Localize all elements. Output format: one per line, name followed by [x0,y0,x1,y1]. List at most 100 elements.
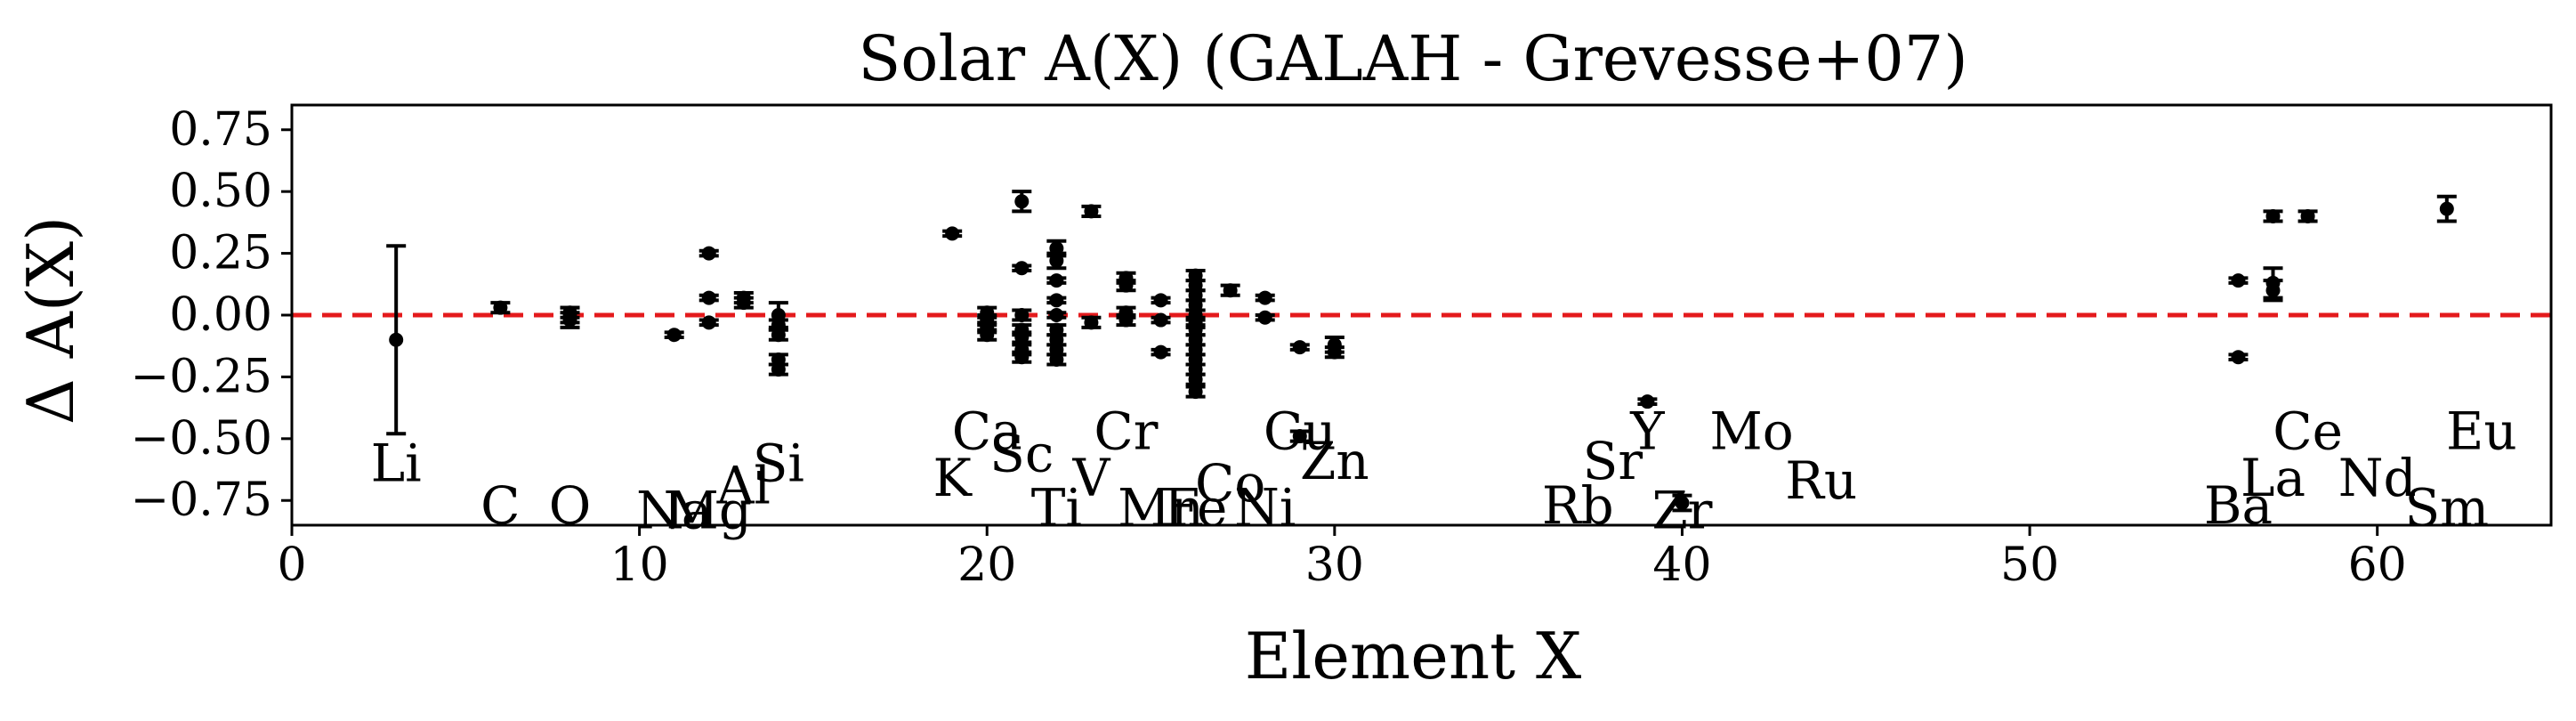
element-label: Na [636,480,712,540]
point-marker [1014,194,1030,209]
point-marker [1188,385,1203,400]
element-label: Ni [1234,478,1296,539]
data-point [1255,290,1275,305]
x-tick-label: 60 [2348,539,2407,592]
element-label: K [933,448,973,508]
data-point [1116,278,1136,293]
data-point [768,362,788,377]
point-marker [1327,344,1342,360]
element-label: Sr [1583,431,1643,491]
y-tick-labels: −0.75 −0.50 −0.25 0.00 0.25 0.50 0.75 [131,103,272,527]
element-label: O [549,475,592,536]
data-point [1012,350,1032,365]
point-marker [771,328,786,343]
data-point [1220,283,1240,298]
data-point [1637,394,1658,409]
y-axis-label: Δ A(X) [13,216,88,425]
data-points [386,190,2457,513]
data-point [1185,385,1206,400]
point-marker [1049,293,1064,308]
point-marker [1153,293,1168,308]
x-tick-label: 30 [1305,539,1364,592]
point-marker [1014,261,1030,276]
y-tick-label: 0.25 [169,227,272,280]
element-label: Y [1629,401,1665,461]
element-label: Zr [1651,480,1712,540]
data-point [2263,208,2283,223]
point-marker [1084,315,1099,330]
data-point [1081,204,1102,219]
data-point [1012,261,1032,276]
data-point [490,300,511,315]
point-marker [1640,394,1655,409]
y-tick-label: −0.50 [131,412,272,466]
data-point [1255,310,1275,325]
x-tick-label: 50 [2000,539,2059,592]
data-point [560,305,580,320]
data-point [768,328,788,343]
point-marker [1153,312,1168,328]
point-marker [2300,208,2315,223]
element-label: Sc [989,423,1054,483]
point-marker [2439,201,2454,216]
element-label: Ru [1785,450,1857,511]
data-point [1116,312,1136,328]
data-point [733,296,754,311]
element-label: Li [371,433,422,494]
data-point [2228,273,2249,288]
point-marker [701,290,716,305]
point-marker [1049,352,1064,367]
data-point [2436,194,2457,223]
data-point [699,246,719,261]
x-tick-labels: 0 10 20 30 40 50 60 [277,539,2406,592]
element-label: La [2241,448,2305,508]
point-marker [2265,208,2281,223]
x-tick-label: 40 [1652,539,1711,592]
x-tick-label: 0 [277,539,306,592]
point-marker [389,332,404,347]
axis-ticks [281,128,2379,536]
point-marker [1188,372,1203,387]
point-marker [562,305,577,320]
element-label: Ti [1031,478,1082,539]
point-marker [1292,429,1307,444]
y-tick-label: 0.00 [169,288,272,342]
point-marker [701,246,716,261]
point-marker [771,362,786,377]
x-axis-label: Element X [1245,619,1582,693]
element-label: Ca [952,401,1022,461]
data-point [1046,308,1067,322]
point-marker [1014,350,1030,365]
point-marker [2231,273,2246,288]
data-point [2228,350,2249,365]
point-marker [1292,340,1307,355]
element-label: Zn [1300,431,1369,491]
point-marker [701,315,716,330]
y-tick-label: 0.75 [169,103,272,157]
point-marker [1049,253,1064,268]
element-label: Nd [2338,448,2417,508]
point-marker [1153,344,1168,360]
data-point [977,328,997,343]
data-point [942,226,963,241]
point-marker [2231,350,2246,365]
data-point [1185,372,1206,387]
x-tick-label: 10 [610,539,669,592]
element-label: Sm [2404,478,2489,539]
element-label: Al [716,456,771,516]
point-marker [1675,496,1690,511]
point-marker [1014,308,1030,322]
point-marker [1223,283,1238,298]
x-tick-label: 20 [957,539,1016,592]
point-marker [1118,278,1134,293]
data-point [2263,279,2283,303]
point-marker [945,226,960,241]
y-tick-label: −0.25 [131,350,272,403]
element-label: Fe [1164,478,1227,539]
chart-title: Solar A(X) (GALAH - Grevesse+07) [858,22,1967,95]
data-point [1012,329,1032,344]
element-label: Si [753,433,804,494]
point-marker [666,328,682,343]
